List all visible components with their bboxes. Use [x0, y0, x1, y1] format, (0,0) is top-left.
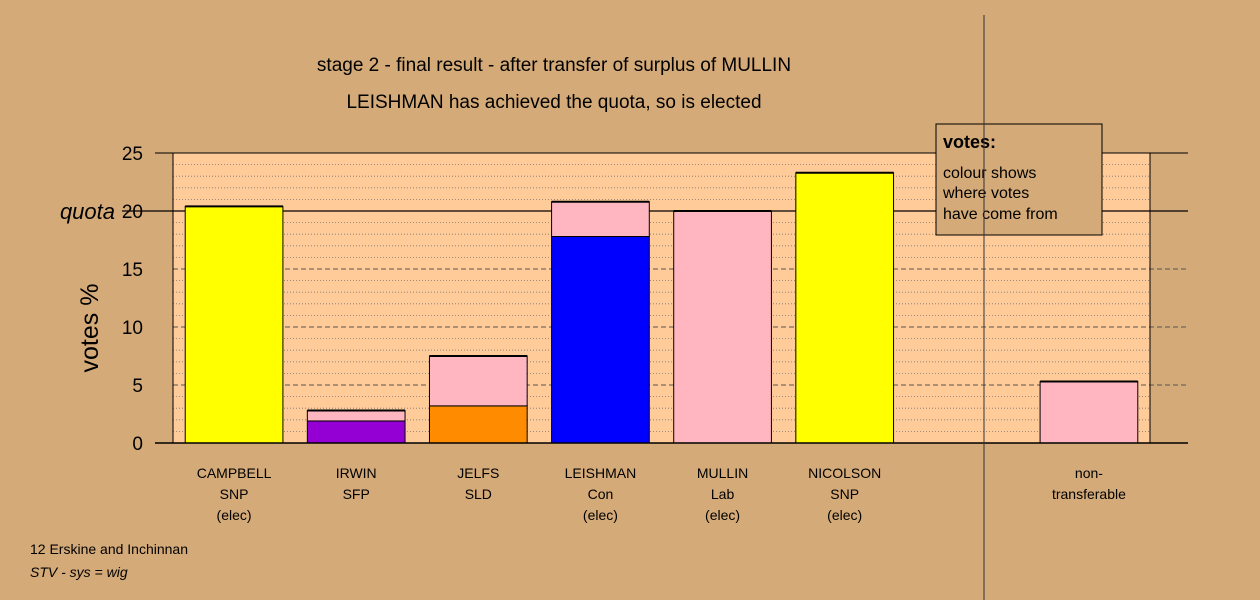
y-tick-label: 15: [122, 260, 143, 281]
bars: [184, 171, 1139, 444]
y-tick-label: 20: [122, 202, 143, 223]
bar-segment: [184, 205, 284, 444]
quota-label: quota: [60, 199, 115, 224]
chart-subtitle: LEISHMAN has achieved the quota, so is e…: [346, 92, 761, 113]
y-tick-labels: 0 5 10 15 20 25: [122, 144, 143, 455]
bar-segment: [306, 420, 406, 444]
category-label: SLD: [465, 486, 492, 502]
footer-system: STV - sys = wig: [30, 564, 128, 580]
legend: votes: colour shows where votes have com…: [935, 123, 1103, 236]
legend-box: [935, 123, 1103, 236]
category-label: (elec): [827, 507, 862, 523]
bar-segment: [306, 410, 406, 422]
y-tick-label: 10: [122, 318, 143, 339]
footer-district: 12 Erskine and Inchinnan: [30, 541, 188, 557]
axes: [155, 152, 1188, 444]
bar-segment: [428, 355, 528, 407]
category-labels: CAMPBELL SNP (elec) IRWIN SFP JELFS SLD LEISHMA…: [197, 465, 1126, 523]
category-label: Lab: [711, 486, 735, 502]
category-label: Con: [588, 486, 614, 502]
bar-segment: [1039, 381, 1139, 444]
y-tick-label: 0: [132, 434, 143, 455]
category-label: (elec): [583, 507, 618, 523]
legend-line-1: colour shows: [943, 165, 1036, 182]
category-label: (elec): [705, 507, 740, 523]
category-label: MULLIN: [697, 465, 748, 481]
category-label: JELFS: [457, 465, 499, 481]
legend-line-2: where votes: [942, 185, 1029, 202]
bar-segment: [673, 210, 772, 444]
bar-segment: [551, 236, 650, 444]
y-axis-label: votes %: [76, 284, 104, 373]
bar-segment: [551, 201, 650, 238]
legend-title: votes:: [943, 132, 996, 152]
category-label: SFP: [343, 486, 370, 502]
category-label: SNP: [220, 486, 249, 502]
bar-segment: [428, 405, 528, 444]
y-tick-label: 5: [132, 376, 143, 397]
category-label: non-: [1075, 465, 1103, 481]
chart-title: stage 2 - final result - after transfer …: [317, 55, 791, 76]
category-label: NICOLSON: [808, 465, 881, 481]
bar-segment: [795, 172, 895, 444]
category-label: SNP: [830, 486, 859, 502]
category-label: IRWIN: [336, 465, 377, 481]
category-label: (elec): [217, 507, 252, 523]
y-tick-label: 25: [122, 144, 143, 165]
legend-line-3: have come from: [943, 206, 1058, 223]
category-label: transferable: [1052, 486, 1126, 502]
category-label: LEISHMAN: [565, 465, 637, 481]
category-label: CAMPBELL: [197, 465, 272, 481]
